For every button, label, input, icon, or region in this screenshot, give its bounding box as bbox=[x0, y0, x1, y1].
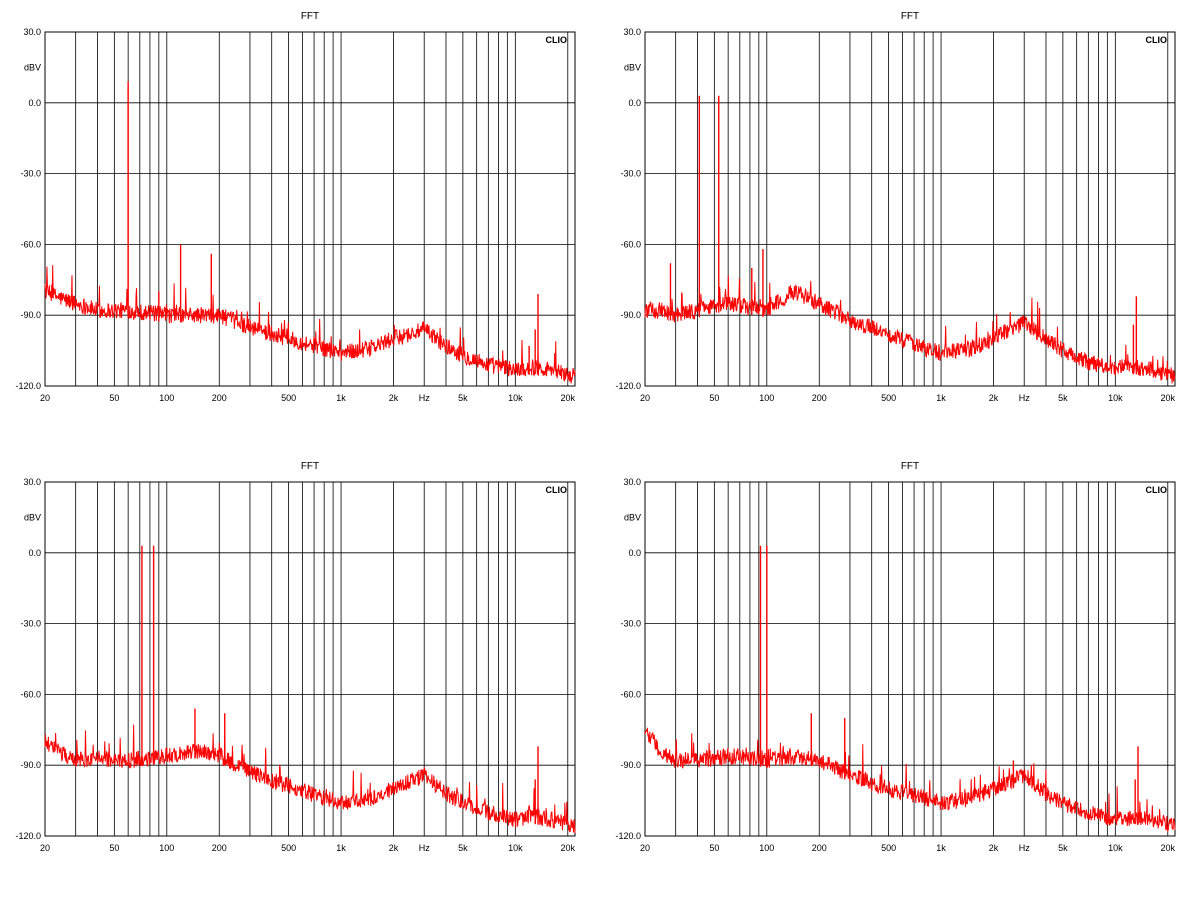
x-axis-label: Hz bbox=[419, 393, 430, 403]
x-tick-label: 100 bbox=[159, 843, 174, 853]
x-tick-label: 20k bbox=[561, 393, 576, 403]
y-tick-label: 30.0 bbox=[623, 477, 641, 487]
y-tick-label: -30.0 bbox=[620, 169, 641, 179]
x-tick-label: 50 bbox=[109, 393, 119, 403]
clio-brand-label: CLIO bbox=[546, 485, 568, 495]
y-tick-label: 30.0 bbox=[623, 27, 641, 37]
x-tick-label: 50 bbox=[709, 843, 719, 853]
y-tick-label: 0.0 bbox=[628, 98, 641, 108]
x-tick-label: 50 bbox=[109, 843, 119, 853]
y-tick-label: -60.0 bbox=[20, 239, 41, 249]
x-axis-label: Hz bbox=[1019, 393, 1030, 403]
x-tick-label: 2k bbox=[989, 843, 999, 853]
x-tick-label: 1k bbox=[336, 393, 346, 403]
x-tick-label: 500 bbox=[881, 393, 896, 403]
fft-chart-2: FFT 30.0 0.0 -30.0 -60.0 -90.0 -120.0 dBV 20 50 10… bbox=[615, 11, 1175, 403]
y-tick-label: 0.0 bbox=[28, 548, 41, 558]
y-tick-label: -90.0 bbox=[20, 310, 41, 320]
x-tick-label: 2k bbox=[389, 393, 399, 403]
chart-title: FFT bbox=[301, 461, 319, 472]
y-tick-label: -30.0 bbox=[20, 619, 41, 629]
x-tick-label: 200 bbox=[212, 393, 227, 403]
fft-chart-1: FFT 30.0 0.0 -30.0 -60.0 -90.0 -120.0 dBV 20 50 10… bbox=[15, 11, 575, 403]
y-tick-label: -60.0 bbox=[620, 689, 641, 699]
x-tick-label: 5k bbox=[458, 393, 468, 403]
x-tick-label: 20k bbox=[1161, 843, 1176, 853]
x-tick-label: 2k bbox=[989, 393, 999, 403]
x-axis-label: Hz bbox=[419, 843, 430, 853]
x-tick-label: 20 bbox=[640, 393, 650, 403]
x-tick-label: 20 bbox=[40, 393, 50, 403]
x-tick-label: 200 bbox=[812, 393, 827, 403]
clio-brand-label: CLIO bbox=[546, 35, 568, 45]
y-tick-label: 0.0 bbox=[28, 98, 41, 108]
x-tick-label: 2k bbox=[389, 843, 399, 853]
x-tick-label: 100 bbox=[759, 393, 774, 403]
x-axis-label: Hz bbox=[1019, 843, 1030, 853]
x-tick-label: 100 bbox=[759, 843, 774, 853]
x-tick-label: 5k bbox=[1058, 843, 1068, 853]
y-tick-label: -120.0 bbox=[615, 831, 641, 841]
y-tick-label: -120.0 bbox=[15, 831, 41, 841]
x-tick-label: 500 bbox=[281, 843, 296, 853]
spectrum-trace bbox=[44, 265, 576, 384]
clio-brand-label: CLIO bbox=[1146, 35, 1168, 45]
x-tick-label: 1k bbox=[936, 843, 946, 853]
x-tick-label: 100 bbox=[159, 393, 174, 403]
x-tick-label: 200 bbox=[812, 843, 827, 853]
plot-frame bbox=[644, 481, 1176, 837]
y-tick-label: -90.0 bbox=[620, 310, 641, 320]
y-axis-label: dBV bbox=[624, 62, 641, 72]
plot-frame bbox=[44, 481, 576, 837]
x-tick-label: 20 bbox=[40, 843, 50, 853]
x-tick-label: 10k bbox=[508, 393, 523, 403]
y-tick-label: -30.0 bbox=[20, 169, 41, 179]
y-tick-label: -90.0 bbox=[20, 760, 41, 770]
fft-chart-3: FFT 30.0 0.0 -30.0 -60.0 -90.0 -120.0 dBV 20 50 10… bbox=[15, 461, 575, 853]
plot-frame bbox=[44, 31, 576, 387]
x-tick-label: 20k bbox=[1161, 393, 1176, 403]
x-tick-label: 200 bbox=[212, 843, 227, 853]
x-tick-label: 50 bbox=[709, 393, 719, 403]
chart-title: FFT bbox=[301, 11, 319, 22]
y-axis-label: dBV bbox=[24, 62, 41, 72]
y-tick-label: -120.0 bbox=[615, 381, 641, 391]
x-tick-label: 20 bbox=[640, 843, 650, 853]
y-axis-label: dBV bbox=[24, 512, 41, 522]
x-tick-label: 500 bbox=[281, 393, 296, 403]
y-tick-label: 30.0 bbox=[23, 477, 41, 487]
y-tick-label: -60.0 bbox=[620, 239, 641, 249]
x-tick-label: 10k bbox=[508, 843, 523, 853]
y-tick-label: -120.0 bbox=[15, 381, 41, 391]
x-tick-label: 5k bbox=[1058, 393, 1068, 403]
y-tick-label: 0.0 bbox=[628, 548, 641, 558]
y-tick-label: -90.0 bbox=[620, 760, 641, 770]
fft-chart-4: FFT 30.0 0.0 -30.0 -60.0 -90.0 -120.0 dBV 20 50 10… bbox=[615, 461, 1175, 853]
chart-title: FFT bbox=[901, 11, 919, 22]
spectrum-trace bbox=[644, 727, 1176, 833]
y-tick-label: -60.0 bbox=[20, 689, 41, 699]
x-tick-label: 10k bbox=[1108, 393, 1123, 403]
y-tick-label: 30.0 bbox=[23, 27, 41, 37]
clio-brand-label: CLIO bbox=[1146, 485, 1168, 495]
x-tick-label: 20k bbox=[561, 843, 576, 853]
x-tick-label: 1k bbox=[936, 393, 946, 403]
x-tick-label: 1k bbox=[336, 843, 346, 853]
y-tick-label: -30.0 bbox=[620, 619, 641, 629]
spectrum-trace bbox=[44, 724, 576, 833]
spectrum-trace bbox=[644, 275, 1176, 384]
x-tick-label: 5k bbox=[458, 843, 468, 853]
plot-frame bbox=[644, 31, 1176, 387]
y-axis-label: dBV bbox=[624, 512, 641, 522]
x-tick-label: 10k bbox=[1108, 843, 1123, 853]
x-tick-label: 500 bbox=[881, 843, 896, 853]
chart-title: FFT bbox=[901, 461, 919, 472]
